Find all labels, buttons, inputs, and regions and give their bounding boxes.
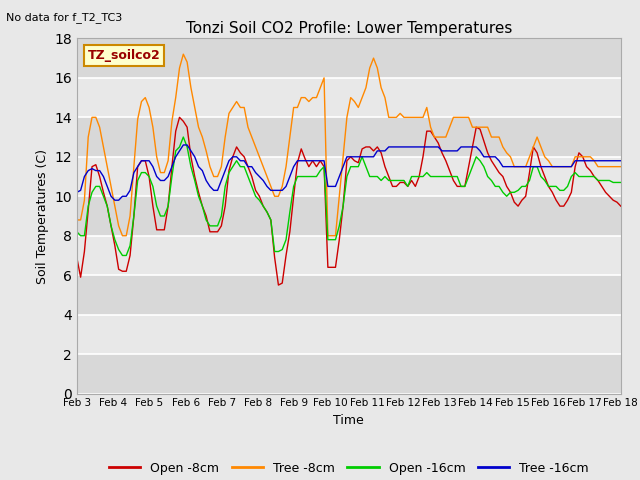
X-axis label: Time: Time [333,414,364,427]
Bar [77,196,621,236]
Legend: Open -8cm, Tree -8cm, Open -16cm, Tree -16cm: Open -8cm, Tree -8cm, Open -16cm, Tree -… [104,456,594,480]
Bar [77,78,621,117]
Bar [77,236,621,275]
Bar [77,275,621,315]
Bar [77,157,621,196]
Bar [77,354,621,394]
Bar [77,117,621,157]
Text: TZ_soilco2: TZ_soilco2 [88,49,161,62]
Y-axis label: Soil Temperatures (C): Soil Temperatures (C) [36,148,49,284]
Text: No data for f_T2_TC3: No data for f_T2_TC3 [6,12,123,23]
Bar [77,315,621,354]
Title: Tonzi Soil CO2 Profile: Lower Temperatures: Tonzi Soil CO2 Profile: Lower Temperatur… [186,21,512,36]
Bar [77,38,621,78]
